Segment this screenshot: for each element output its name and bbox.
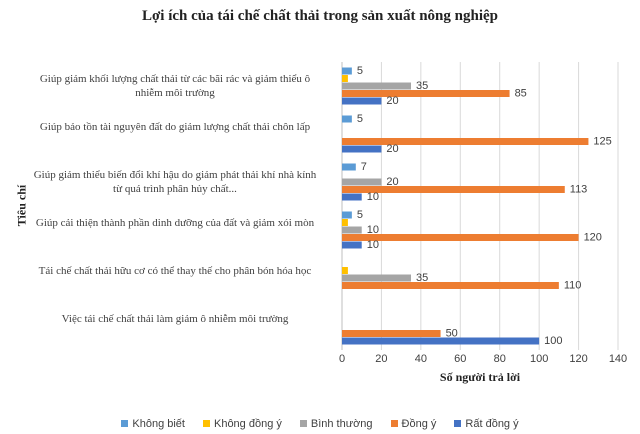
legend-item: Đồng ý: [390, 418, 437, 430]
data-label: 100: [544, 335, 562, 347]
category-label: Việc tái chế chất thải làm giảm ô nhiễm …: [61, 313, 289, 325]
bar: [342, 234, 579, 241]
data-label: 20: [386, 95, 398, 107]
bar: [342, 226, 362, 234]
category-label: Giúp giảm khối lượng chất thải từ các bã…: [39, 73, 311, 99]
bar: [342, 337, 540, 345]
bar: [342, 211, 352, 219]
category-label: Giúp bảo tồn tài nguyên đất do giảm lượn…: [39, 121, 311, 133]
legend-label: Không biết: [132, 418, 185, 430]
legend-label: Không đồng ý: [213, 418, 282, 430]
legend-swatch: [299, 420, 307, 427]
data-label: 5: [357, 209, 363, 221]
legend-label: Đồng ý: [401, 418, 437, 430]
x-tick-label: 40: [415, 353, 427, 365]
category-label: Giúp cải thiện thành phần dinh dưỡng của…: [35, 217, 315, 229]
legend-item: Không đồng ý: [202, 418, 282, 430]
x-tick-label: 120: [569, 353, 587, 365]
bar: [342, 193, 362, 201]
legend-swatch: [454, 420, 462, 427]
data-label: 110: [564, 279, 582, 291]
x-tick-label: 0: [339, 353, 345, 365]
x-tick-label: 20: [375, 353, 387, 365]
bar: [342, 138, 589, 145]
bar: [342, 274, 411, 282]
x-tick-label: 140: [609, 353, 627, 365]
data-label: 20: [386, 176, 398, 188]
data-label: 10: [367, 191, 379, 203]
legend-item: Bình thường: [299, 418, 373, 430]
bar: [342, 115, 352, 123]
x-axis-title: Số người trả lời: [439, 370, 521, 384]
legend: Không biết Không đồng ý Bình thường Đồng ý R…: [0, 418, 640, 430]
legend-label: Rất đồng ý: [465, 418, 519, 430]
bar: [342, 67, 352, 75]
legend-swatch: [390, 420, 398, 427]
bar: [342, 97, 382, 105]
bar: [342, 241, 362, 249]
bar: [342, 186, 565, 193]
bar: [342, 82, 411, 90]
legend-swatch: [121, 420, 129, 427]
bar: [342, 282, 559, 289]
data-label: 10: [367, 239, 379, 251]
bar: [342, 330, 441, 337]
chart-title: Lợi ích của tái chế chất thải trong sản …: [142, 8, 498, 24]
bar: [342, 178, 382, 186]
data-label: 113: [570, 183, 588, 195]
x-tick-label: 100: [530, 353, 548, 365]
data-label: 20: [386, 143, 398, 155]
bar: [342, 90, 510, 97]
data-label: 5: [357, 113, 363, 125]
legend-item: Không biết: [121, 418, 185, 430]
legend-swatch: [202, 420, 210, 427]
data-label: 125: [593, 135, 611, 147]
legend-label: Bình thường: [310, 418, 373, 430]
x-tick-label: 80: [494, 353, 506, 365]
bar: [342, 145, 382, 153]
category-label: Tái chế chất thải hữu cơ có thể thay thế…: [38, 265, 312, 277]
bar: [342, 219, 348, 226]
data-label: 35: [416, 272, 428, 284]
x-tick-label: 60: [454, 353, 466, 365]
data-label: 120: [584, 231, 602, 243]
data-label: 10: [367, 224, 379, 236]
data-label: 5: [357, 65, 363, 77]
data-label: 50: [446, 327, 458, 339]
category-label: Giúp giảm thiểu biến đổi khí hậu do giảm…: [33, 169, 317, 195]
bar: [342, 163, 356, 171]
data-label: 7: [361, 161, 367, 173]
legend-item: Rất đồng ý: [454, 418, 519, 430]
data-label: 85: [515, 87, 527, 99]
bar: [342, 75, 348, 82]
data-label: 35: [416, 80, 428, 92]
bar: [342, 267, 348, 274]
